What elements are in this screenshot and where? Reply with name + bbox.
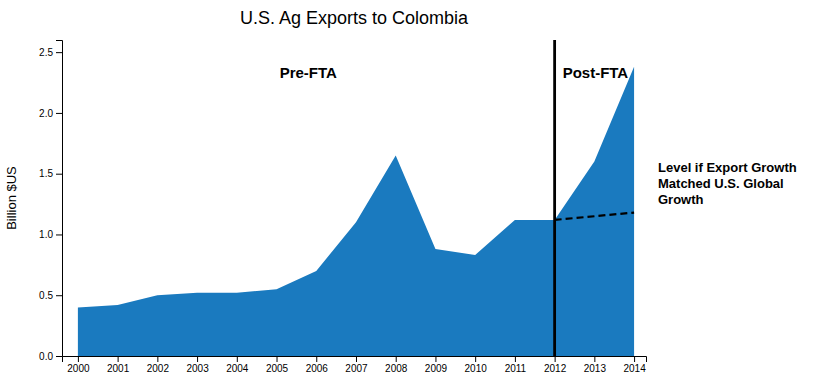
x-tick: 2013 [584, 356, 607, 374]
x-tick: 2007 [345, 356, 368, 374]
x-tick: 2000 [67, 356, 90, 374]
x-tick-label: 2007 [345, 363, 368, 374]
x-tick-mark [78, 356, 79, 362]
y-tick-mark [56, 174, 62, 175]
x-tick-mark [237, 356, 238, 362]
x-tick-mark [197, 356, 198, 362]
x-tick-mark [356, 356, 357, 362]
x-tick: 2005 [266, 356, 289, 374]
marks [78, 40, 634, 356]
annotation: Level if Export GrowthMatched U.S. Globa… [658, 161, 797, 208]
x-tick-label: 2009 [425, 363, 448, 374]
x-tick-label: 2011 [505, 363, 527, 374]
plot: 2000 2001 2002 2003 2004 2005 2006 2007 2008 2009… [39, 40, 646, 374]
y-tick: 1.5 [39, 168, 62, 179]
x-tick: 2008 [385, 356, 408, 374]
x-tick-label: 2004 [226, 363, 249, 374]
x-tick: 2014 [623, 356, 646, 374]
x-tick: 2002 [147, 356, 170, 374]
x-tick-label: 2003 [186, 363, 209, 374]
x-tick-label: 2002 [147, 363, 170, 374]
x-tick: 2009 [425, 356, 448, 374]
y-tick-mark [56, 356, 62, 357]
y-tick-label: 1.5 [39, 168, 53, 179]
y-axis-line [56, 41, 63, 357]
annotation-line: Level if Export Growth [658, 161, 797, 176]
x-tick-mark [515, 356, 516, 362]
x-tick: 2006 [306, 356, 329, 374]
y-axis: 0.0 0.5 1.0 1.5 2.0 2.5 [39, 41, 62, 362]
y-tick-mark [56, 52, 62, 53]
y-tick-label: 2.5 [39, 47, 53, 58]
x-tick-mark [118, 356, 119, 362]
y-tick: 1.0 [39, 229, 62, 240]
x-tick-mark [435, 356, 436, 362]
x-tick-label: 2000 [67, 363, 90, 374]
dashed-line [555, 213, 634, 220]
title: U.S. Ag Exports to Colombia [240, 8, 469, 28]
x-tick-label: 2005 [266, 363, 289, 374]
x-tick: 2003 [186, 356, 209, 374]
area [78, 67, 634, 356]
x-tick-mark [594, 356, 595, 362]
y-tick: 0.0 [39, 351, 62, 362]
y-tick: 2.5 [39, 47, 62, 58]
x-tick-mark [475, 356, 476, 362]
x-tick-label: 2012 [544, 363, 567, 374]
y-axis-title: Billion $US [4, 166, 19, 230]
x-tick-label: 2006 [306, 363, 329, 374]
y-tick-label: 2.0 [39, 108, 53, 119]
x-axis: 2000 2001 2002 2003 2004 2005 2006 2007 2008 2009… [63, 356, 647, 374]
pre-fta-label: Pre-FTA [280, 64, 337, 81]
y-tick-label: 0.0 [39, 351, 53, 362]
x-tick-label: 2010 [465, 363, 488, 374]
x-tick-mark [157, 356, 158, 362]
post-fta-label: Post-FTA [563, 64, 629, 81]
x-tick-mark [277, 356, 278, 362]
x-tick-label: 2013 [584, 363, 607, 374]
x-tick-label: 2008 [385, 363, 408, 374]
y-tick-mark [56, 295, 62, 296]
x-tick-mark [316, 356, 317, 362]
y-tick-label: 0.5 [39, 290, 53, 301]
x-tick: 2010 [465, 356, 488, 374]
chart: 2000 2001 2002 2003 2004 2005 2006 2007 2008 2009… [0, 0, 826, 386]
annotation-line: Growth [658, 193, 704, 208]
x-tick-mark [396, 356, 397, 362]
y-tick: 0.5 [39, 290, 62, 301]
fta-line [553, 40, 556, 356]
x-axis-line [63, 357, 647, 363]
x-tick: 2004 [226, 356, 249, 374]
x-tick-label: 2014 [623, 363, 646, 374]
x-tick-mark [555, 356, 556, 362]
x-tick-mark [634, 356, 635, 362]
annotation-line: Matched U.S. Global [658, 177, 784, 192]
x-tick: 2012 [544, 356, 567, 374]
y-tick-label: 1.0 [39, 229, 53, 240]
x-tick: 2001 [107, 356, 130, 374]
x-tick: 2011 [505, 356, 527, 374]
x-tick-label: 2001 [107, 363, 130, 374]
y-tick-mark [56, 113, 62, 114]
y-tick-mark [56, 234, 62, 235]
y-tick: 2.0 [39, 108, 62, 119]
